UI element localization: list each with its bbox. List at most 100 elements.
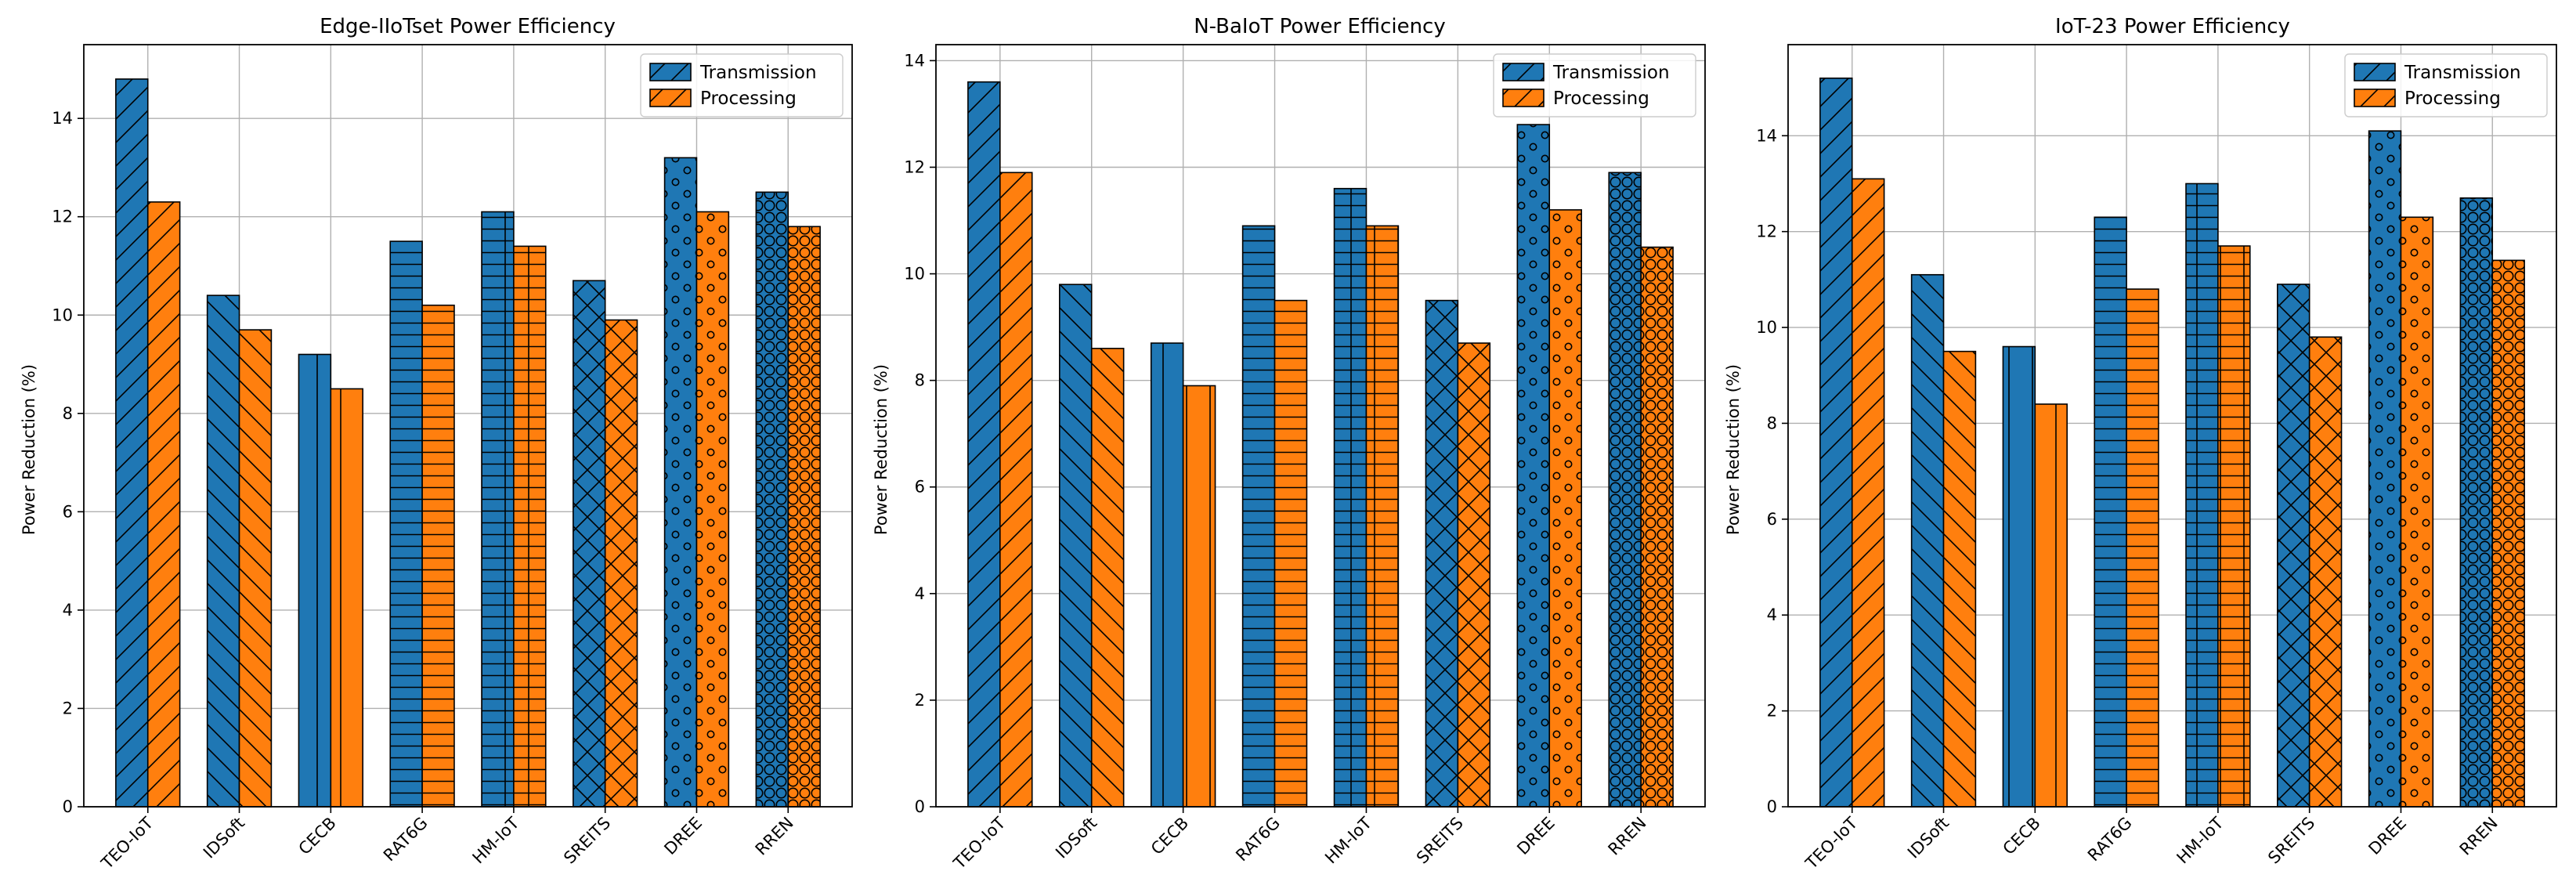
y-tick-label: 12 bbox=[904, 157, 925, 176]
series-transmission bbox=[1819, 78, 2494, 808]
chart-title: IoT-23 Power Efficiency bbox=[2055, 15, 2290, 38]
y-tick-label: 14 bbox=[904, 51, 925, 70]
y-axis-label: Power Reduction (%) bbox=[1724, 364, 1743, 535]
plot-area: 0 2 4 6 8 10 12 14 TEO-IoT IDSoft CECB RAT6G HM-IoT S… bbox=[52, 44, 853, 873]
legend: Transmission Processing bbox=[1493, 53, 1696, 117]
y-tick-label: 14 bbox=[1756, 126, 1777, 145]
series-transmission bbox=[115, 78, 789, 808]
y-tick-label: 4 bbox=[1767, 605, 1777, 624]
bar-transmission-rren bbox=[755, 191, 789, 808]
y-tick-label: 8 bbox=[1767, 414, 1777, 432]
bar-processing-hm-iot bbox=[513, 245, 547, 808]
axes-frame bbox=[83, 44, 853, 808]
bar-processing-rat6g bbox=[2126, 288, 2159, 808]
bar-transmission-idsoft bbox=[1059, 284, 1093, 808]
bar-processing-cecb bbox=[330, 388, 363, 808]
bar-processing-rat6g bbox=[1274, 299, 1308, 808]
axes-frame bbox=[1787, 44, 2557, 808]
x-tick-label: TEO-IoT bbox=[97, 813, 157, 873]
y-tick-label: 2 bbox=[915, 691, 925, 710]
bar-processing-rren bbox=[787, 226, 821, 808]
x-tick-label: RREN bbox=[752, 814, 797, 859]
bar-transmission-dree bbox=[663, 157, 698, 808]
y-tick-label: 0 bbox=[63, 797, 73, 816]
x-ticks: TEO-IoT IDSoft CECB RAT6G HM-IoT SREITS DREE RR… bbox=[1801, 807, 2502, 873]
x-tick-label: CECB bbox=[1147, 814, 1192, 858]
y-tick-label: 6 bbox=[63, 502, 73, 521]
y-axis-label: Power Reduction (%) bbox=[20, 364, 38, 535]
bar-transmission-cecb bbox=[1150, 342, 1184, 808]
bar-processing-sreits bbox=[1457, 342, 1491, 808]
bar-processing-idsoft bbox=[1090, 348, 1125, 808]
y-ticks: 0 2 4 6 8 10 12 14 bbox=[1756, 126, 1788, 816]
y-tick-label: 8 bbox=[63, 404, 73, 423]
series-processing bbox=[1851, 178, 2525, 808]
x-tick-label: RAT6G bbox=[380, 814, 432, 866]
bar-transmission-sreits bbox=[2277, 284, 2310, 808]
bar-transmission-rren bbox=[2459, 197, 2494, 808]
legend-swatch-processing bbox=[649, 89, 692, 107]
x-tick-label: HM-IoT bbox=[469, 813, 523, 867]
bar-processing-cecb bbox=[1182, 385, 1216, 808]
y-tick-label: 12 bbox=[52, 208, 73, 226]
bar-transmission-hm-iot bbox=[481, 211, 515, 808]
x-tick-label: RREN bbox=[1605, 814, 1650, 859]
x-ticks: TEO-IoT IDSoft CECB RAT6G HM-IoT SREITS DREE RR… bbox=[949, 807, 1650, 873]
legend: Transmission Processing bbox=[2344, 53, 2548, 117]
y-tick-label: 10 bbox=[904, 265, 925, 284]
legend-swatch-transmission bbox=[2354, 63, 2396, 81]
bar-processing-rat6g bbox=[421, 304, 455, 808]
legend-swatch-transmission bbox=[649, 63, 692, 81]
y-ticks: 0 2 4 6 8 10 12 14 bbox=[52, 109, 84, 816]
x-tick-label: TEO-IoT bbox=[1801, 813, 1861, 873]
legend-label-transmission: Transmission bbox=[2404, 63, 2521, 83]
y-tick-label: 6 bbox=[915, 478, 925, 497]
bar-transmission-idsoft bbox=[206, 295, 240, 808]
subplot-edge-iiotset: Edge-IIoTset Power Efficiency Power Redu… bbox=[20, 15, 853, 873]
x-ticks: TEO-IoT IDSoft CECB RAT6G HM-IoT SREITS DREE RR… bbox=[97, 807, 797, 873]
x-tick-label: CECB bbox=[2000, 814, 2044, 858]
bar-processing-hm-iot bbox=[2217, 245, 2251, 808]
legend-swatch-transmission bbox=[1502, 63, 1545, 81]
x-tick-label: SREITS bbox=[1413, 814, 1467, 868]
series-processing bbox=[146, 201, 821, 808]
bar-transmission-teo-iot bbox=[1819, 78, 1853, 808]
bar-transmission-hm-iot bbox=[1333, 187, 1367, 808]
bar-transmission-sreits bbox=[1425, 299, 1459, 808]
bar-transmission-hm-iot bbox=[2185, 182, 2219, 808]
y-tick-label: 0 bbox=[1767, 797, 1777, 816]
x-tick-label: CECB bbox=[295, 814, 340, 858]
legend-label-transmission: Transmission bbox=[1552, 63, 1670, 83]
bar-processing-sreits bbox=[2308, 336, 2343, 808]
subplot-n-baiot: N-BaIoT Power Efficiency Power Reduction… bbox=[872, 15, 1706, 873]
x-tick-label: IDSoft bbox=[1904, 814, 1953, 862]
bar-processing-idsoft bbox=[1942, 350, 1977, 808]
bar-processing-dree bbox=[1548, 209, 1582, 808]
bar-transmission-rat6g bbox=[389, 240, 423, 808]
bar-processing-dree bbox=[695, 211, 730, 808]
bar-transmission-sreits bbox=[573, 280, 606, 808]
bar-processing-sreits bbox=[604, 319, 638, 808]
bar-transmission-idsoft bbox=[1910, 273, 1945, 808]
x-tick-label: RAT6G bbox=[1232, 814, 1284, 866]
y-tick-label: 2 bbox=[1767, 702, 1777, 721]
bar-processing-rren bbox=[1640, 246, 1674, 808]
bar-transmission-dree bbox=[2368, 130, 2402, 808]
y-tick-label: 2 bbox=[63, 699, 73, 717]
bar-transmission-rat6g bbox=[2094, 216, 2127, 808]
bar-transmission-dree bbox=[1516, 124, 1551, 808]
bar-transmission-rren bbox=[1608, 172, 1642, 808]
bar-transmission-teo-iot bbox=[967, 81, 1001, 808]
plot-area: 0 2 4 6 8 10 12 14 TEO-IoT IDSoft CECB RAT6G HM-IoT S… bbox=[904, 44, 1706, 873]
bar-transmission-teo-iot bbox=[115, 78, 149, 808]
x-tick-label: IDSoft bbox=[200, 814, 248, 862]
x-tick-label: RAT6G bbox=[2084, 814, 2136, 866]
y-tick-label: 0 bbox=[915, 797, 925, 816]
legend: Transmission Processing bbox=[640, 53, 844, 117]
legend-label-processing: Processing bbox=[1553, 89, 1649, 109]
bar-processing-teo-iot bbox=[146, 201, 181, 808]
y-tick-label: 14 bbox=[52, 109, 73, 128]
y-tick-label: 4 bbox=[915, 584, 925, 603]
y-tick-label: 6 bbox=[1767, 510, 1777, 529]
x-tick-label: RREN bbox=[2456, 814, 2502, 859]
